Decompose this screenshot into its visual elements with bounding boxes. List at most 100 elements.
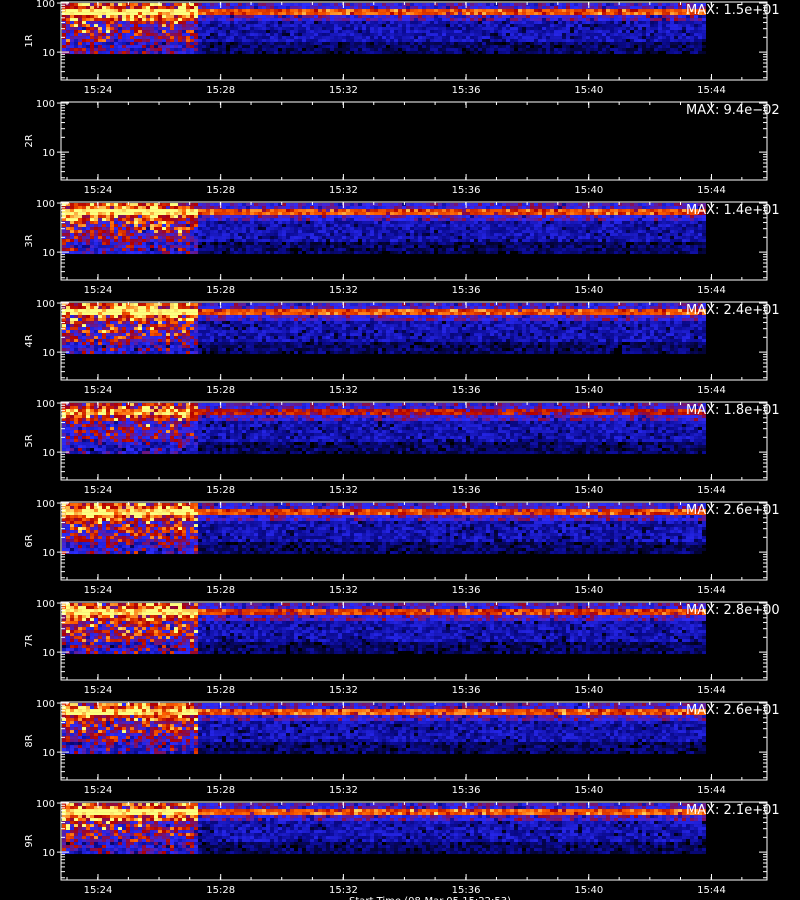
heatmap-cell	[418, 203, 422, 206]
heatmap-cell	[86, 21, 90, 24]
heatmap-cell	[434, 221, 438, 224]
heatmap-cell	[630, 51, 634, 54]
heatmap-cell	[638, 27, 642, 30]
heatmap-cell	[494, 24, 498, 27]
heatmap-cell	[110, 27, 114, 30]
heatmap-cell	[506, 39, 510, 42]
heatmap-cell	[346, 9, 350, 12]
heatmap-cell	[510, 206, 514, 209]
heatmap-cell	[454, 203, 458, 206]
heatmap-cell	[358, 203, 362, 206]
heatmap-cell	[314, 218, 318, 221]
heatmap-cell	[398, 45, 402, 48]
heatmap-cell	[106, 9, 110, 12]
heatmap-cell	[78, 218, 82, 221]
heatmap-cell	[246, 227, 250, 230]
heatmap-cell	[230, 36, 234, 39]
heatmap-cell	[398, 33, 402, 36]
heatmap-cell	[154, 245, 158, 248]
panel-3R: 1001015:24 15:28 15:32 15:36 15:40 15:443RMAX…	[24, 199, 780, 296]
heatmap-cell	[70, 15, 74, 18]
heatmap-cell	[222, 218, 226, 221]
heatmap-cell	[94, 245, 98, 248]
heatmap-cell	[402, 36, 406, 39]
heatmap-cell	[474, 42, 478, 45]
heatmap-cell	[174, 203, 178, 206]
heatmap-cell	[414, 215, 418, 218]
heatmap-cell	[254, 245, 258, 248]
heatmap-cell	[266, 215, 270, 218]
heatmap-cell	[494, 6, 498, 9]
heatmap-cell	[110, 230, 114, 233]
heatmap-cell	[66, 36, 70, 39]
heatmap-cell	[410, 39, 414, 42]
heatmap-cell	[286, 239, 290, 242]
heatmap-cell	[482, 27, 486, 30]
heatmap-cell	[554, 36, 558, 39]
heatmap-cell	[286, 233, 290, 236]
heatmap-cell	[170, 36, 174, 39]
heatmap-cell	[70, 45, 74, 48]
heatmap-cell	[402, 9, 406, 12]
heatmap-cell	[190, 221, 194, 224]
heatmap-cell	[206, 218, 210, 221]
heatmap-cell	[242, 203, 246, 206]
heatmap-cell	[146, 230, 150, 233]
heatmap-cell	[374, 48, 378, 51]
heatmap-cell	[682, 39, 686, 42]
heatmap-cell	[318, 9, 322, 12]
heatmap-cell	[554, 30, 558, 33]
heatmap-cell	[258, 236, 262, 239]
heatmap-cell	[74, 42, 78, 45]
heatmap-cell	[222, 251, 226, 254]
heatmap-cell	[282, 36, 286, 39]
heatmap-cell	[118, 48, 122, 51]
heatmap-cell	[210, 3, 214, 6]
heatmap-cell	[450, 9, 454, 12]
heatmap-cell	[130, 248, 134, 251]
heatmap-cell	[346, 15, 350, 18]
heatmap-cell	[270, 39, 274, 42]
heatmap-cell	[306, 236, 310, 239]
heatmap-cell	[338, 3, 342, 6]
heatmap-cell	[306, 6, 310, 9]
heatmap-cell	[242, 15, 246, 18]
heatmap-cell	[258, 215, 262, 218]
heatmap-cell	[126, 45, 130, 48]
heatmap-cell	[118, 45, 122, 48]
heatmap-cell	[130, 48, 134, 51]
heatmap-cell	[370, 209, 374, 212]
heatmap-cell	[230, 45, 234, 48]
heatmap-cell	[342, 233, 346, 236]
heatmap-cell	[486, 209, 490, 212]
heatmap-cell	[102, 6, 106, 9]
heatmap-cell	[318, 27, 322, 30]
heatmap-cell	[302, 3, 306, 6]
heatmap-cell	[518, 48, 522, 51]
heatmap-cell	[566, 15, 570, 18]
heatmap-cell	[354, 215, 358, 218]
heatmap-cell	[626, 9, 630, 12]
heatmap-cell	[138, 245, 142, 248]
heatmap-cell	[382, 239, 386, 242]
heatmap-cell	[534, 212, 538, 215]
heatmap-cell	[326, 245, 330, 248]
heatmap-cell	[314, 12, 318, 15]
heatmap-cell	[242, 45, 246, 48]
heatmap-cell	[422, 6, 426, 9]
heatmap-cell	[394, 203, 398, 206]
heatmap-cell	[530, 206, 534, 209]
heatmap-cell	[242, 221, 246, 224]
heatmap-cell	[166, 15, 170, 18]
heatmap-cell	[66, 209, 70, 212]
heatmap-cell	[538, 203, 542, 206]
heatmap-cell	[382, 236, 386, 239]
heatmap-cell	[450, 3, 454, 6]
heatmap-cell	[138, 215, 142, 218]
heatmap-cell	[298, 3, 302, 6]
heatmap-cell	[534, 242, 538, 245]
heatmap-cell	[142, 12, 146, 15]
heatmap-cell	[94, 21, 98, 24]
heatmap-cell	[602, 27, 606, 30]
heatmap-cell	[538, 30, 542, 33]
